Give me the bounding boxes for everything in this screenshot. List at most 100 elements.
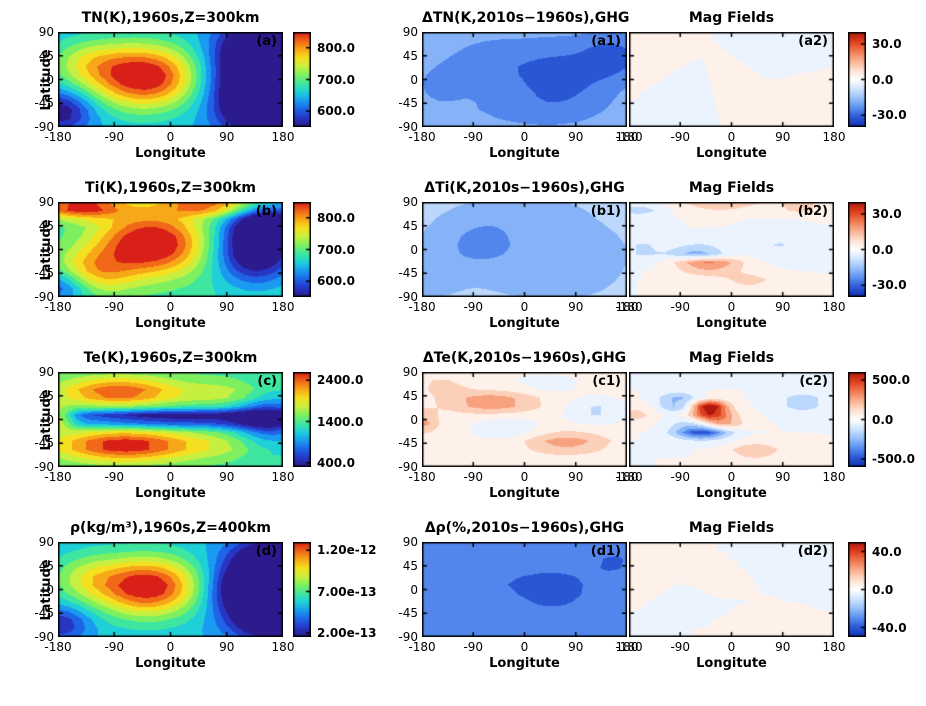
y-tick-label: 90: [39, 195, 54, 209]
x-axis-label: Longitute: [422, 656, 627, 671]
x-axis-label: Longitute: [58, 486, 283, 501]
x-tick-label: 0: [728, 470, 736, 484]
panel-label: (c2): [797, 374, 830, 389]
x-tick-label: -90: [670, 640, 690, 654]
x-tick-label: 90: [568, 130, 583, 144]
colorbar-tick-label: 700.0: [317, 243, 355, 257]
x-tick-label: 90: [219, 470, 234, 484]
y-tick-label: 0: [46, 413, 54, 427]
colorbar-tick-label: 40.0: [872, 545, 902, 559]
y-tick-label: -90: [398, 630, 418, 644]
y-tick-label: 90: [39, 25, 54, 39]
colorbar-tick-label: 30.0: [872, 37, 902, 51]
colorbar-tick-label: 500.0: [872, 373, 910, 387]
x-tick-label: -90: [104, 470, 124, 484]
colorbar-left: 2.00e-137.00e-131.20e-12: [293, 542, 311, 637]
y-tick-label: -90: [34, 290, 54, 304]
x-tick-label: 180: [272, 470, 295, 484]
y-tick-label: -90: [34, 630, 54, 644]
panel-a: TN(K),1960s,Z=300km(a)LatitudeLongitute-…: [58, 32, 283, 127]
panel-title: ΔTi(K,2010s−1960s),GHG: [422, 180, 627, 196]
y-tick-label: -45: [398, 436, 418, 450]
x-axis-label: Longitute: [629, 146, 834, 161]
y-tick-label: -90: [34, 120, 54, 134]
colorbar-tick-label: 0.0: [872, 243, 893, 257]
x-tick-label: 180: [823, 470, 846, 484]
x-tick-label: -90: [463, 640, 483, 654]
panel-title: Mag Fields: [629, 180, 834, 196]
colorbar-canvas: [848, 202, 866, 297]
x-tick-label: 0: [728, 640, 736, 654]
colorbar-tick-label: 0.0: [872, 583, 893, 597]
heatmap-canvas: [58, 372, 283, 467]
panel-a1: ΔTN(K,2010s−1960s),GHG(a1)Longitute-180-…: [422, 32, 627, 127]
colorbar-left: 400.01400.02400.0: [293, 372, 311, 467]
x-tick-label: 90: [568, 300, 583, 314]
x-tick-label: 180: [272, 300, 295, 314]
colorbar-tick-label: 400.0: [317, 456, 355, 470]
colorbar-tick-label: -40.0: [872, 621, 907, 635]
colorbar-tick-label: -30.0: [872, 278, 907, 292]
x-tick-label: 90: [775, 640, 790, 654]
panel-b2: Mag Fields(b2)Longitute-180-90090180: [629, 202, 834, 297]
colorbar-canvas: [293, 542, 311, 637]
panel-label: (d1): [589, 544, 623, 559]
y-tick-label: 45: [403, 559, 418, 573]
panel-title: Te(K),1960s,Z=300km: [58, 350, 283, 366]
x-axis-label: Longitute: [629, 656, 834, 671]
panel-d2: Mag Fields(d2)Longitute-180-90090180: [629, 542, 834, 637]
x-tick-label: 90: [219, 300, 234, 314]
x-tick-label: -90: [670, 470, 690, 484]
y-tick-label: -45: [398, 266, 418, 280]
colorbar-canvas: [848, 372, 866, 467]
panel-b1: ΔTi(K,2010s−1960s),GHG(b1)Longitute-180-…: [422, 202, 627, 297]
x-tick-label: 90: [775, 300, 790, 314]
x-tick-label: -90: [670, 130, 690, 144]
colorbar-tick-label: 30.0: [872, 207, 902, 221]
y-tick-label: 90: [403, 195, 418, 209]
panel-title: ΔTN(K,2010s−1960s),GHG: [422, 10, 627, 26]
x-axis-label: Longitute: [422, 486, 627, 501]
x-tick-label: -180: [615, 470, 642, 484]
y-tick-label: 0: [410, 583, 418, 597]
colorbar-canvas: [848, 542, 866, 637]
heatmap-canvas: [58, 32, 283, 127]
panel-title: ρ(kg/m³),1960s,Z=400km: [58, 520, 283, 536]
panel-label: (b): [254, 204, 279, 219]
y-tick-label: 90: [403, 535, 418, 549]
x-axis-label: Longitute: [422, 146, 627, 161]
y-tick-label: 45: [39, 389, 54, 403]
y-tick-label: 45: [403, 389, 418, 403]
y-tick-label: -45: [34, 96, 54, 110]
x-tick-label: -180: [615, 640, 642, 654]
y-tick-label: 90: [403, 25, 418, 39]
x-axis-label: Longitute: [58, 146, 283, 161]
panel-title: Δρ(%,2010s−1960s),GHG: [422, 520, 627, 536]
x-tick-label: 90: [219, 130, 234, 144]
colorbar-left: 600.0700.0800.0: [293, 32, 311, 127]
x-tick-label: 180: [823, 300, 846, 314]
colorbar-canvas: [293, 32, 311, 127]
panel-title: Ti(K),1960s,Z=300km: [58, 180, 283, 196]
x-tick-label: -90: [463, 130, 483, 144]
colorbar-tick-label: 7.00e-13: [317, 585, 376, 599]
x-tick-label: 0: [167, 130, 175, 144]
x-tick-label: -90: [463, 300, 483, 314]
x-tick-label: 90: [568, 470, 583, 484]
panel-label: (b2): [796, 204, 830, 219]
y-tick-label: 0: [410, 73, 418, 87]
panel-d: ρ(kg/m³),1960s,Z=400km(d)LatitudeLongitu…: [58, 542, 283, 637]
colorbar-canvas: [848, 32, 866, 127]
x-tick-label: 0: [521, 300, 529, 314]
colorbar-tick-label: 1400.0: [317, 415, 363, 429]
x-tick-label: 90: [568, 640, 583, 654]
panel-c2: Mag Fields(c2)Longitute-180-90090180: [629, 372, 834, 467]
panel-label: (a1): [589, 34, 623, 49]
panel-title: Mag Fields: [629, 10, 834, 26]
colorbar-right: -40.00.040.0: [848, 542, 866, 637]
panel-d1: Δρ(%,2010s−1960s),GHG(d1)Longitute-180-9…: [422, 542, 627, 637]
y-tick-label: 0: [46, 243, 54, 257]
colorbar-right: -30.00.030.0: [848, 202, 866, 297]
figure-stage: TN(K),1960s,Z=300km(a)LatitudeLongitute-…: [0, 0, 926, 706]
x-tick-label: 90: [775, 130, 790, 144]
